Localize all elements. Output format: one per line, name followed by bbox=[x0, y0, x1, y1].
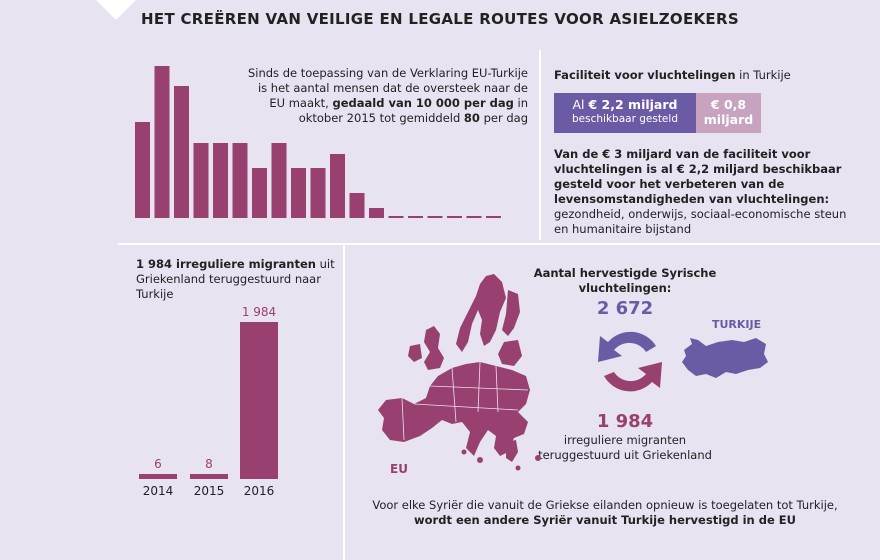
facility-heading: Faciliteit voor vluchtelingen in Turkije bbox=[554, 68, 854, 83]
facility-heading-bold: Faciliteit voor vluchtelingen bbox=[554, 68, 736, 82]
box2-line1: € 0,8 bbox=[710, 97, 747, 112]
crossings-bar bbox=[310, 168, 326, 218]
returns-value-label: 8 bbox=[205, 457, 213, 471]
corner-notch bbox=[96, 0, 136, 20]
box1-subtext: beschikbaar gesteld bbox=[572, 113, 678, 125]
returns-value-label: 6 bbox=[154, 457, 162, 471]
crossings-text-highlight: 80 bbox=[463, 111, 480, 125]
returns-year-label: 2016 bbox=[243, 484, 275, 498]
facility-available-box: Al € 2,2 miljard beschikbaar gesteld bbox=[554, 93, 696, 133]
box2-line2: miljard bbox=[703, 112, 754, 127]
crossings-bar bbox=[154, 66, 170, 218]
returns-heading-bold: 1 984 irreguliere migranten bbox=[136, 257, 316, 271]
crossings-text: Sinds de toepassing van de Verklaring EU… bbox=[246, 66, 528, 126]
crossings-bar bbox=[427, 216, 443, 218]
crossings-bar bbox=[330, 154, 345, 218]
box1-amount: € 2,2 miljard bbox=[588, 97, 678, 112]
crossings-bar bbox=[252, 168, 267, 218]
crossings-bar bbox=[174, 86, 189, 218]
returns-heading-rest: uit Griekenland teruggestuurd naar Turki… bbox=[136, 257, 335, 301]
facility-desc-bold: Van de € 3 miljard van de faciliteit voo… bbox=[554, 147, 842, 206]
returned-caption: irreguliere migranten teruggestuurd uit … bbox=[538, 433, 712, 462]
page-title: HET CREËREN VAN VEILIGE EN LEGALE ROUTES… bbox=[141, 10, 739, 28]
note-bold: wordt een andere Syriër vanuit Turkije h… bbox=[414, 513, 796, 527]
crossings-bar bbox=[232, 143, 248, 218]
crossings-bar bbox=[193, 143, 209, 218]
box1-prefix: Al bbox=[572, 97, 589, 112]
resettled-value: 2 672 bbox=[596, 298, 654, 319]
crossings-bar bbox=[135, 122, 150, 218]
note-rest: Voor elke Syriër die vanuit de Griekse e… bbox=[372, 498, 838, 512]
resettle-heading: Aantal hervestigde Syrische vluchtelinge… bbox=[533, 266, 717, 295]
crossings-bar bbox=[447, 216, 462, 218]
crossings-bar bbox=[349, 193, 365, 218]
divider-horizontal bbox=[118, 243, 880, 245]
turkey-label: TURKIJE bbox=[712, 318, 762, 331]
divider-bottom-vertical bbox=[343, 243, 345, 560]
returns-heading: 1 984 irreguliere migranten uit Griekenl… bbox=[136, 257, 336, 302]
cycle-arrows-icon bbox=[598, 331, 662, 392]
facility-description: Van de € 3 miljard van de faciliteit voo… bbox=[554, 147, 864, 237]
crossings-bar bbox=[466, 216, 482, 218]
crossings-text-part: Sinds de toepassing van de Verklaring EU… bbox=[247, 66, 528, 110]
eu-map-icon bbox=[378, 274, 541, 471]
crossings-bar bbox=[408, 216, 423, 218]
crossings-text-highlight: gedaald van 10 000 per dag bbox=[332, 96, 514, 110]
returned-value: 1 984 bbox=[596, 411, 654, 432]
facility-desc-rest: gezondheid, onderwijs, sociaal-economisc… bbox=[554, 207, 847, 236]
divider-top-vertical bbox=[539, 50, 541, 240]
returns-bar-2015 bbox=[190, 474, 228, 479]
crossings-bar bbox=[388, 216, 404, 218]
returns-bar-2016 bbox=[240, 322, 278, 479]
returns-year-label: 2015 bbox=[193, 484, 225, 498]
crossings-text-part: in oktober 2015 tot gemiddeld bbox=[298, 96, 528, 125]
returns-value-label: 1 984 bbox=[241, 305, 277, 319]
crossings-bar bbox=[369, 208, 384, 218]
resettle-note: Voor elke Syriër die vanuit de Griekse e… bbox=[360, 498, 850, 528]
crossings-bar bbox=[271, 143, 287, 218]
returns-bar-2014 bbox=[139, 474, 177, 479]
eu-label: EU bbox=[390, 462, 408, 476]
facility-heading-rest: in Turkije bbox=[735, 68, 791, 82]
turkey-map-icon bbox=[682, 338, 768, 378]
crossings-bar bbox=[291, 168, 306, 218]
returns-year-label: 2014 bbox=[142, 484, 174, 498]
crossings-bar bbox=[486, 216, 501, 218]
facility-remaining-box: € 0,8 miljard bbox=[696, 93, 761, 133]
crossings-bar bbox=[213, 143, 228, 218]
crossings-text-part: per dag bbox=[479, 111, 528, 125]
